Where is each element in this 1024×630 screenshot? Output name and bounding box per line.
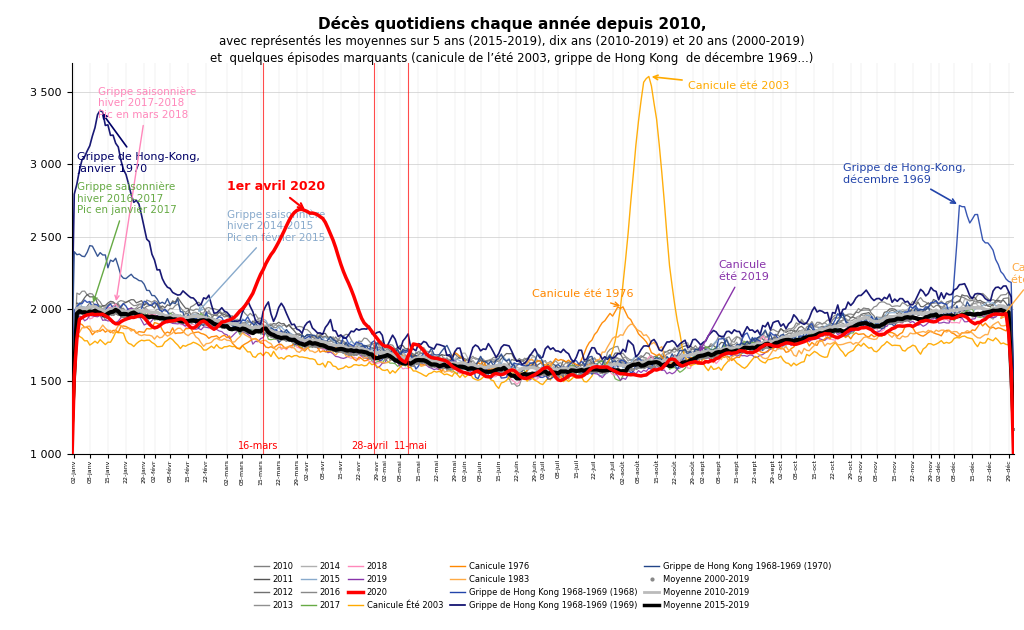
Text: 1er avril 2020: 1er avril 2020 — [227, 180, 325, 209]
Text: Grippe saisonnière
hiver 2017-2018
Pic en mars 2018: Grippe saisonnière hiver 2017-2018 Pic e… — [97, 86, 196, 300]
Text: Grippe de Hong-Kong,
janvier 1970: Grippe de Hong-Kong, janvier 1970 — [77, 114, 200, 173]
Text: Décès quotidiens chaque année depuis 2010,: Décès quotidiens chaque année depuis 201… — [317, 16, 707, 32]
Text: Grippe de Hong-Kong,
décembre 1969: Grippe de Hong-Kong, décembre 1969 — [843, 163, 966, 203]
Legend: 2010, 2011, 2012, 2013, 2014, 2015, 2016, 2017, 2018, 2019, 2020, Canicule Été 2: 2010, 2011, 2012, 2013, 2014, 2015, 2016… — [250, 558, 836, 614]
Text: Canicule été 2003: Canicule été 2003 — [653, 75, 790, 91]
Text: Canicule été 1976: Canicule été 1976 — [532, 289, 634, 306]
Text: et  quelques épisodes marquants (canicule de l’été 2003, grippe de Hong Kong  de: et quelques épisodes marquants (canicule… — [210, 52, 814, 65]
Text: 28-avril: 28-avril — [351, 441, 388, 450]
Text: Canicule
été 2019: Canicule été 2019 — [700, 260, 769, 351]
Text: Grippe saisonnière
hiver 2016-2017
Pic en janvier 2017: Grippe saisonnière hiver 2016-2017 Pic e… — [77, 181, 176, 301]
Text: 11-mai: 11-mai — [393, 441, 428, 450]
Text: avec représentés les moyennes sur 5 ans (2015-2019), dix ans (2010-2019) et 20 a: avec représentés les moyennes sur 5 ans … — [219, 35, 805, 48]
Text: Canicule
été 1983: Canicule été 1983 — [1000, 263, 1024, 318]
Text: 16-mars: 16-mars — [238, 441, 279, 450]
Text: Grippe saisonnière
hiver 2014-2015
Pic en février 2015: Grippe saisonnière hiver 2014-2015 Pic e… — [199, 209, 326, 311]
